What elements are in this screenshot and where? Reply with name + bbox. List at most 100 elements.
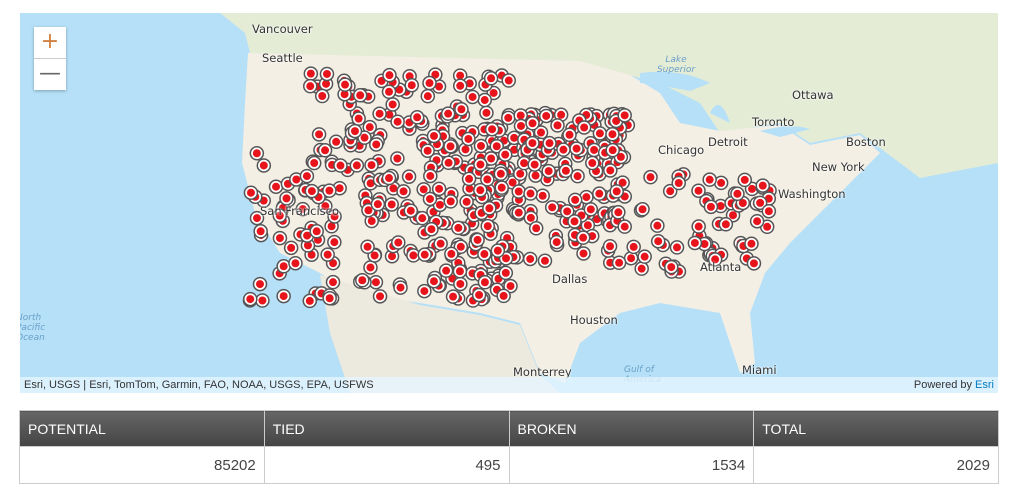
esri-link[interactable]: Esri <box>975 379 994 391</box>
record-marker[interactable] <box>415 210 430 226</box>
record-marker[interactable] <box>314 88 330 104</box>
record-marker[interactable] <box>611 255 627 270</box>
record-marker[interactable] <box>243 291 258 307</box>
record-marker[interactable] <box>471 287 487 303</box>
record-marker[interactable] <box>707 252 723 267</box>
record-marker[interactable] <box>493 166 509 182</box>
record-marker[interactable] <box>443 194 458 209</box>
record-marker[interactable] <box>559 204 575 219</box>
record-marker[interactable] <box>528 221 544 236</box>
record-marker[interactable] <box>669 240 685 255</box>
record-marker[interactable] <box>603 163 618 178</box>
record-marker[interactable] <box>755 178 771 193</box>
record-marker[interactable] <box>391 235 406 250</box>
record-marker[interactable] <box>319 66 335 82</box>
record-marker[interactable] <box>737 172 752 188</box>
record-marker[interactable] <box>409 110 425 125</box>
record-marker[interactable] <box>327 209 342 224</box>
record-marker[interactable] <box>249 146 265 161</box>
record-marker[interactable] <box>382 67 397 83</box>
record-marker[interactable] <box>490 243 506 258</box>
record-marker[interactable] <box>303 78 318 94</box>
record-marker[interactable] <box>585 155 600 171</box>
record-marker[interactable] <box>477 274 493 290</box>
record-marker[interactable] <box>730 186 745 202</box>
record-marker[interactable] <box>570 168 585 184</box>
record-marker[interactable] <box>453 276 468 292</box>
record-marker[interactable] <box>417 247 432 262</box>
record-marker[interactable] <box>243 185 259 200</box>
record-marker[interactable] <box>303 66 319 81</box>
record-marker[interactable] <box>276 288 291 304</box>
record-marker[interactable] <box>567 192 583 208</box>
record-marker[interactable] <box>283 240 299 256</box>
record-marker[interactable] <box>441 155 456 171</box>
record-marker[interactable] <box>617 108 632 123</box>
record-marker[interactable] <box>626 239 641 255</box>
record-marker[interactable] <box>369 137 384 152</box>
record-marker[interactable] <box>480 218 496 234</box>
record-marker[interactable] <box>422 191 438 207</box>
record-marker[interactable] <box>511 205 526 220</box>
record-marker[interactable] <box>503 278 518 294</box>
record-marker[interactable] <box>473 138 489 154</box>
record-marker[interactable] <box>550 118 565 133</box>
record-marker[interactable] <box>498 265 514 281</box>
record-marker[interactable] <box>752 195 768 211</box>
record-marker[interactable] <box>453 239 469 255</box>
record-marker[interactable] <box>567 214 582 229</box>
record-marker[interactable] <box>393 280 408 295</box>
record-marker[interactable] <box>576 120 592 135</box>
record-marker[interactable] <box>337 86 352 102</box>
record-marker[interactable] <box>253 224 268 239</box>
record-marker[interactable] <box>406 248 421 263</box>
record-marker[interactable] <box>611 205 626 220</box>
record-marker[interactable] <box>538 108 554 124</box>
record-marker[interactable] <box>537 253 553 268</box>
record-marker[interactable] <box>322 183 337 198</box>
record-marker[interactable] <box>426 128 442 144</box>
record-marker[interactable] <box>761 203 777 219</box>
record-marker[interactable] <box>372 106 387 121</box>
record-marker[interactable] <box>461 131 476 147</box>
record-marker[interactable] <box>479 105 494 121</box>
record-marker[interactable] <box>423 168 438 184</box>
record-marker[interactable] <box>362 119 378 135</box>
record-marker[interactable] <box>347 123 363 139</box>
zoom-out-button[interactable]: — <box>39 61 61 86</box>
record-marker[interactable] <box>480 172 495 187</box>
record-marker[interactable] <box>671 175 686 191</box>
record-marker[interactable] <box>744 236 759 251</box>
record-marker[interactable] <box>390 114 405 129</box>
record-marker[interactable] <box>501 73 517 88</box>
record-marker[interactable] <box>664 259 679 275</box>
record-marker[interactable] <box>272 208 288 223</box>
record-marker[interactable] <box>483 151 499 166</box>
record-marker[interactable] <box>268 179 284 194</box>
record-marker[interactable] <box>249 210 265 226</box>
record-marker[interactable] <box>444 246 459 262</box>
record-marker[interactable] <box>309 224 324 239</box>
record-marker[interactable] <box>496 288 511 304</box>
record-marker[interactable] <box>404 77 419 93</box>
record-marker[interactable] <box>583 202 599 217</box>
record-marker[interactable] <box>327 234 342 250</box>
record-marker[interactable] <box>304 183 320 199</box>
record-marker[interactable] <box>522 251 538 267</box>
record-marker[interactable] <box>592 126 608 141</box>
record-marker[interactable] <box>302 293 318 309</box>
record-marker[interactable] <box>276 259 291 274</box>
record-marker[interactable] <box>445 289 461 304</box>
record-marker[interactable] <box>556 142 571 157</box>
record-marker[interactable] <box>494 180 509 195</box>
record-marker[interactable] <box>702 172 717 187</box>
record-marker[interactable] <box>454 101 469 117</box>
record-marker[interactable] <box>691 219 706 234</box>
record-marker[interactable] <box>523 186 538 201</box>
record-marker[interactable] <box>605 126 620 142</box>
record-marker[interactable] <box>465 89 480 105</box>
record-marker[interactable] <box>333 158 348 173</box>
record-marker[interactable] <box>390 151 405 166</box>
record-marker[interactable] <box>363 260 378 275</box>
record-marker[interactable] <box>576 246 591 261</box>
